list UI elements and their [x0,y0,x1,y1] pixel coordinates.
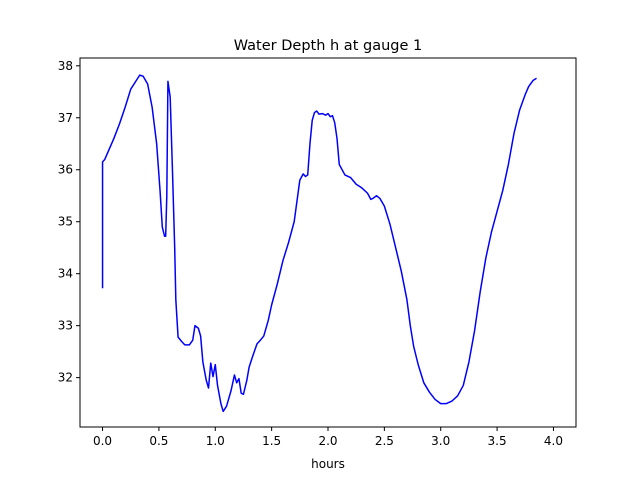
x-axis: 0.0 0.5 1.0 1.5 2.0 2.5 3.0 3.5 4.0 [93,427,563,448]
series-line-0 [101,74,537,413]
y-axis: 32 33 34 35 36 37 38 [58,59,80,385]
x-tick-label: 2.5 [375,434,394,448]
x-tick-label: 1.0 [206,434,225,448]
x-tick-label: 3.0 [431,434,450,448]
y-tick-label: 37 [58,111,73,125]
x-tick-label: 4.0 [544,434,563,448]
chart-title: Water Depth h at gauge 1 [234,38,422,54]
x-tick-label: 1.5 [262,434,281,448]
y-tick-label: 33 [58,319,73,333]
x-tick-label: 0.0 [93,434,112,448]
x-tick-label: 0.5 [149,434,168,448]
y-tick-label: 34 [58,267,73,281]
y-tick-label: 38 [58,59,73,73]
y-tick-label: 36 [58,163,73,177]
y-tick-label: 35 [58,215,73,229]
x-tick-label: 2.0 [318,434,337,448]
x-tick-label: 3.5 [488,434,507,448]
plot-area [79,57,577,428]
x-axis-label: hours [311,457,345,471]
y-tick-label: 32 [58,371,73,385]
